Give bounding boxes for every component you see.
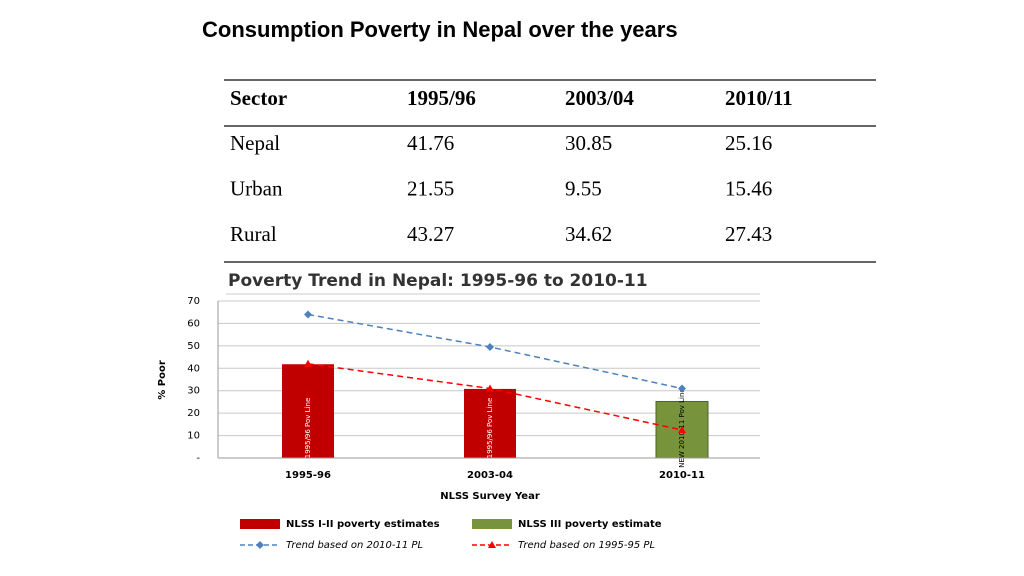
trend-marker <box>304 310 312 319</box>
x-axis-label: NLSS Survey Year <box>440 491 540 502</box>
bar-annotation: 1995/96 Pov Line <box>304 398 312 459</box>
trend-marker <box>678 384 686 393</box>
x-tick-label: 1995-96 <box>285 470 331 481</box>
slide-title: Consumption Poverty in Nepal over the ye… <box>202 17 678 42</box>
table-cell: Urban <box>230 176 283 200</box>
table-header-cell: 2010/11 <box>725 86 793 110</box>
y-tick-label: 10 <box>187 431 200 442</box>
bar-annotation: 1995/96 Pov Line <box>486 398 494 459</box>
table-cell: 9.55 <box>565 176 602 200</box>
x-tick-label: 2010-11 <box>659 470 705 481</box>
table-header-cell: 1995/96 <box>407 86 476 110</box>
bar <box>282 364 334 458</box>
y-tick-label: 40 <box>187 363 200 374</box>
legend-marker <box>256 541 264 549</box>
bar <box>464 388 516 458</box>
trend-marker <box>486 384 494 392</box>
table-cell: 25.16 <box>725 131 772 155</box>
table-cell: 41.76 <box>407 131 454 155</box>
y-tick-label: - <box>196 453 200 464</box>
chart-title: Poverty Trend in Nepal: 1995-96 to 2010-… <box>228 271 648 291</box>
y-tick-label: 20 <box>187 408 200 419</box>
table-cell: 27.43 <box>725 222 772 246</box>
table-cell: Rural <box>230 222 277 246</box>
legend-label: NLSS III poverty estimate <box>518 519 662 530</box>
y-tick-label: 30 <box>187 386 200 397</box>
table-cell: 34.62 <box>565 222 612 246</box>
trend-marker <box>678 425 686 433</box>
legend-label: Trend based on 2010-11 PL <box>286 540 423 551</box>
table-cell: 15.46 <box>725 176 772 200</box>
trend-marker <box>486 342 494 351</box>
table-cell: Nepal <box>230 131 280 155</box>
legend-marker <box>488 541 496 548</box>
table-cell: 21.55 <box>407 176 454 200</box>
y-tick-label: 50 <box>187 341 200 352</box>
x-tick-label: 2003-04 <box>467 470 513 481</box>
table-cell: 43.27 <box>407 222 454 246</box>
legend-swatch <box>472 519 512 529</box>
trend-marker <box>304 359 312 367</box>
table-header-cell: 2003/04 <box>565 86 634 110</box>
y-tick-label: 70 <box>187 296 200 307</box>
legend-label: Trend based on 1995-95 PL <box>518 540 655 551</box>
y-tick-label: 60 <box>187 318 200 329</box>
legend-swatch <box>240 519 280 529</box>
table-header-cell: Sector <box>230 86 287 110</box>
y-axis-label: % Poor <box>157 360 168 400</box>
table-cell: 30.85 <box>565 131 612 155</box>
legend-label: NLSS I-II poverty estimates <box>286 519 440 530</box>
